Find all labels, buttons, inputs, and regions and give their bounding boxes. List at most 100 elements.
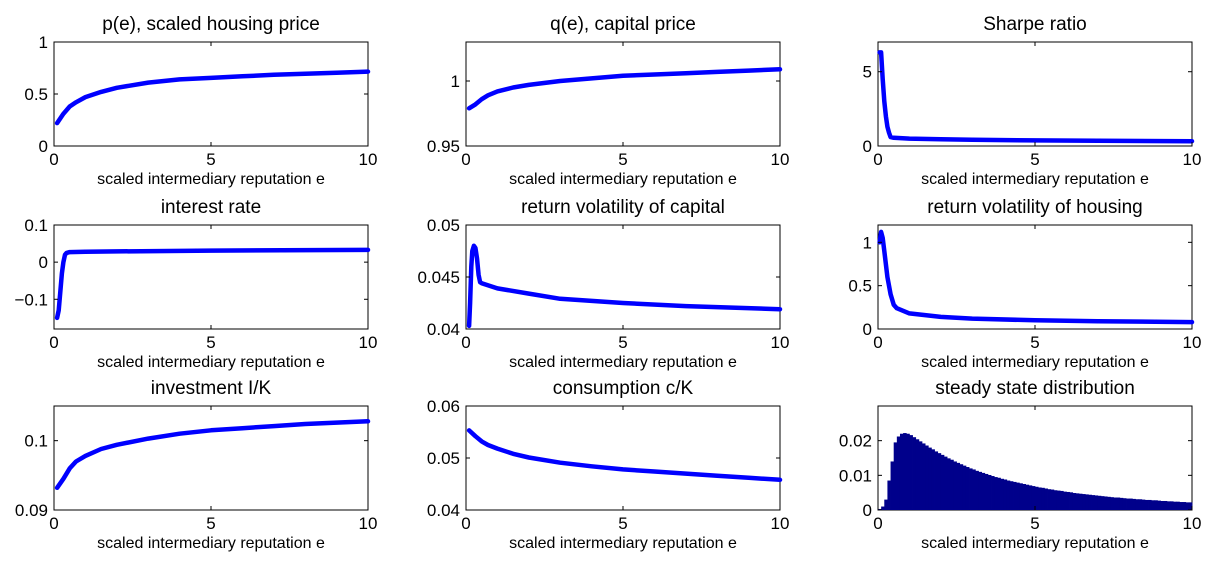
histogram-bar bbox=[915, 439, 920, 510]
x-tick-label: 0 bbox=[49, 514, 58, 533]
y-tick-label: 0 bbox=[863, 501, 872, 520]
x-tick-label: 10 bbox=[771, 514, 790, 533]
x-tick-label: 10 bbox=[1183, 150, 1202, 169]
histogram-bar bbox=[925, 445, 929, 510]
histogram-bar bbox=[1044, 488, 1048, 510]
histogram-bar bbox=[1110, 497, 1114, 510]
histogram-bar bbox=[969, 468, 973, 510]
histogram-bar bbox=[991, 476, 995, 510]
histogram-bar bbox=[1060, 490, 1064, 510]
histogram-bar bbox=[1006, 480, 1011, 510]
histogram-bar bbox=[956, 462, 961, 510]
histogram-bar bbox=[1078, 493, 1083, 510]
histogram-bar bbox=[965, 467, 970, 510]
histogram-bar bbox=[1113, 497, 1118, 510]
x-axis-label: scaled intermediary reputation e bbox=[921, 354, 1149, 371]
chart-title: steady state distribution bbox=[935, 378, 1135, 399]
chart-title: consumption c/K bbox=[553, 378, 694, 399]
histogram-bar bbox=[1047, 489, 1052, 510]
histogram-bar bbox=[1009, 481, 1014, 510]
histogram-bar bbox=[1154, 500, 1158, 510]
histogram-bar bbox=[1022, 484, 1026, 510]
subplot-8: 0 5 10 0.04 0.05 0.06 consumption c/K scaled in… bbox=[427, 378, 790, 552]
x-tick-label: 5 bbox=[206, 150, 215, 169]
series-line bbox=[466, 67, 783, 111]
y-tick-label: 0.06 bbox=[427, 397, 460, 416]
y-tick-label: 1 bbox=[39, 33, 48, 52]
series-line bbox=[54, 69, 371, 126]
histogram-bar bbox=[1085, 494, 1089, 510]
x-tick-label: 10 bbox=[771, 150, 790, 169]
histogram-bar bbox=[1185, 502, 1190, 510]
histogram-bar bbox=[878, 508, 882, 510]
x-tick-label: 5 bbox=[1030, 150, 1039, 169]
chart-title: q(e), capital price bbox=[550, 14, 696, 35]
chart-title: p(e), scaled housing price bbox=[102, 14, 320, 35]
subplot-5: 0 5 10 0.04 0.045 0.05 return volatility of ca… bbox=[417, 197, 789, 371]
histogram-bar bbox=[1028, 485, 1033, 510]
histogram-bar bbox=[931, 449, 935, 510]
histogram-bar bbox=[1000, 478, 1004, 510]
histogram-bar bbox=[978, 471, 983, 510]
x-tick-label: 10 bbox=[1183, 333, 1202, 352]
histogram-bar bbox=[1056, 490, 1061, 510]
x-tick-label: 0 bbox=[873, 514, 882, 533]
chart-title: return volatility of capital bbox=[521, 197, 725, 218]
x-tick-label: 10 bbox=[359, 150, 378, 169]
histogram-bar bbox=[1132, 498, 1136, 510]
y-tick-label: −0.1 bbox=[14, 290, 48, 309]
x-tick-label: 0 bbox=[461, 514, 470, 533]
histogram-bar bbox=[972, 469, 976, 510]
x-tick-label: 5 bbox=[1030, 333, 1039, 352]
histogram-bar bbox=[1031, 486, 1036, 510]
y-tick-label: 0 bbox=[863, 137, 872, 156]
histogram-bar bbox=[1163, 500, 1168, 510]
histogram-bar bbox=[881, 506, 885, 510]
x-tick-label: 5 bbox=[618, 150, 627, 169]
histogram-bar bbox=[1091, 495, 1096, 510]
histogram-bar bbox=[890, 461, 895, 510]
x-axis-label: scaled intermediary reputation e bbox=[509, 535, 737, 552]
x-axis-label: scaled intermediary reputation e bbox=[97, 354, 325, 371]
y-tick-label: 0.045 bbox=[417, 268, 460, 287]
series-line bbox=[877, 50, 1195, 144]
y-tick-label: 0.95 bbox=[427, 137, 460, 156]
y-tick-label: 0.09 bbox=[15, 501, 48, 520]
histogram-bar bbox=[912, 437, 917, 510]
histogram-bar bbox=[899, 433, 904, 510]
y-tick-label: 0.01 bbox=[839, 466, 872, 485]
x-tick-label: 0 bbox=[461, 150, 470, 169]
x-axis-label: scaled intermediary reputation e bbox=[97, 171, 325, 188]
histogram-bar bbox=[1063, 491, 1067, 510]
x-tick-label: 10 bbox=[359, 514, 378, 533]
histogram-bar bbox=[1082, 494, 1086, 510]
x-axis-label: scaled intermediary reputation e bbox=[509, 354, 737, 371]
histogram-bar bbox=[1104, 496, 1108, 510]
subplot-3: 0 5 10 0 5 Sharpe ratio scaled intermediary re… bbox=[863, 14, 1202, 188]
histogram-bar bbox=[1041, 487, 1045, 510]
x-tick-label: 5 bbox=[1030, 514, 1039, 533]
y-tick-label: 0.1 bbox=[24, 432, 48, 451]
x-tick-label: 0 bbox=[873, 333, 882, 352]
y-tick-label: 1 bbox=[451, 72, 460, 91]
axes-frame bbox=[877, 41, 1193, 147]
y-tick-label: 0.5 bbox=[848, 277, 872, 296]
histogram-bar bbox=[1182, 502, 1187, 510]
x-tick-label: 0 bbox=[873, 150, 882, 169]
histogram-bar bbox=[1075, 493, 1080, 510]
histogram-bar bbox=[1035, 486, 1039, 510]
subplot-9: 0 5 10 0 0.01 0.02 steady state distribution sc… bbox=[839, 378, 1202, 552]
histogram-bar bbox=[1170, 501, 1174, 510]
histogram-bar bbox=[1050, 489, 1055, 510]
histogram-bar bbox=[1003, 479, 1008, 510]
subplot-2: 0 5 10 0.95 1 q(e), capital price scaled inter… bbox=[427, 14, 790, 188]
histogram-bar bbox=[937, 453, 942, 510]
y-tick-label: 0 bbox=[39, 253, 48, 272]
series-line bbox=[877, 229, 1195, 325]
y-tick-label: 1 bbox=[863, 233, 872, 252]
y-tick-label: 0.04 bbox=[427, 320, 460, 339]
axes-frame bbox=[465, 405, 781, 511]
histogram-bar bbox=[943, 456, 948, 510]
chart-title: investment I/K bbox=[151, 378, 272, 399]
